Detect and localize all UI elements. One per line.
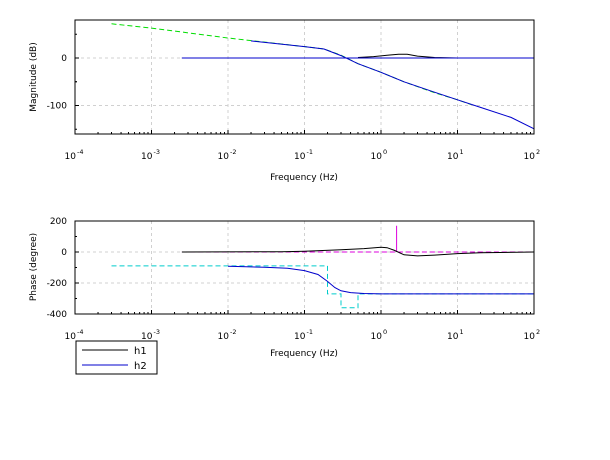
phase-y-tick-label: -400 xyxy=(47,310,68,320)
phase-y-tick-label: 0 xyxy=(61,248,67,258)
phase-x-tick-exponent: 1 xyxy=(460,328,464,336)
magnitude-x-tick-label: 10 xyxy=(218,152,230,162)
magnitude-x-tick-label: 10 xyxy=(371,152,383,162)
phase-y-tick-label: -200 xyxy=(47,279,68,289)
phase-series-4-line xyxy=(227,265,534,295)
phase-x-tick-label: 10 xyxy=(141,332,153,342)
phase-series-3-line xyxy=(181,246,535,257)
phase-y-tick-label: 200 xyxy=(50,217,67,227)
magnitude-y-tick-label: 0 xyxy=(61,54,67,64)
phase-x-tick-label: 10 xyxy=(524,332,536,342)
magnitude-x-tick-exponent: -1 xyxy=(307,148,313,156)
phase-x-tick-label: 10 xyxy=(65,332,77,342)
phase-x-tick-exponent: 0 xyxy=(383,328,387,336)
magnitude-ylabel: Magnitude (dB) xyxy=(29,42,39,111)
magnitude-x-tick-exponent: 0 xyxy=(383,148,387,156)
magnitude-x-tick-label: 10 xyxy=(65,152,77,162)
magnitude-xlabel: Frequency (Hz) xyxy=(270,173,338,183)
legend: h1 h2 xyxy=(75,340,158,375)
legend-box xyxy=(75,340,158,375)
phase-x-tick-exponent: -2 xyxy=(230,328,236,336)
magnitude-x-tick-label: 10 xyxy=(447,152,459,162)
phase-x-tick-exponent: -4 xyxy=(77,328,83,336)
magnitude-x-tick-exponent: -4 xyxy=(77,148,83,156)
legend-label-h2: h2 xyxy=(134,361,147,372)
phase-xlabel: Frequency (Hz) xyxy=(270,349,338,359)
phase-x-tick-label: 10 xyxy=(447,332,459,342)
phase-x-tick-label: 10 xyxy=(218,332,230,342)
magnitude-x-tick-label: 10 xyxy=(141,152,153,162)
magnitude-x-tick-exponent: -2 xyxy=(230,148,236,156)
magnitude-y-tick-label: -100 xyxy=(47,102,68,112)
magnitude-series xyxy=(111,23,535,130)
magnitude-series-4-line xyxy=(250,40,535,130)
phase-x-tick-label: 10 xyxy=(371,332,383,342)
phase-series xyxy=(111,225,535,309)
phase-x-tick-exponent: -1 xyxy=(307,328,313,336)
magnitude-x-tick-label: 10 xyxy=(294,152,306,162)
phase-x-tick-exponent: 2 xyxy=(536,328,540,336)
magnitude-x-tick-exponent: 2 xyxy=(536,148,540,156)
phase-x-tick-exponent: -3 xyxy=(154,328,160,336)
phase-ylabel: Phase (degree) xyxy=(29,233,39,301)
magnitude-x-tick-exponent: -3 xyxy=(154,148,160,156)
magnitude-x-tick-label: 10 xyxy=(524,152,536,162)
phase-x-tick-label: 10 xyxy=(294,332,306,342)
legend-label-h1: h1 xyxy=(134,346,147,357)
magnitude-x-tick-exponent: 1 xyxy=(460,148,464,156)
